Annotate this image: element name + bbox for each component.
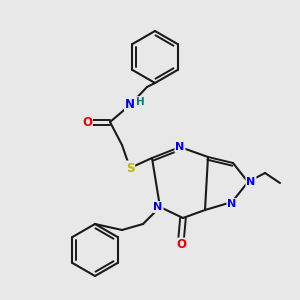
Text: N: N	[176, 142, 184, 152]
Text: N: N	[246, 177, 256, 187]
Text: H: H	[136, 97, 144, 107]
Text: O: O	[176, 238, 186, 251]
Text: N: N	[153, 202, 163, 212]
Text: S: S	[126, 161, 134, 175]
Text: O: O	[82, 116, 92, 128]
Text: N: N	[125, 98, 135, 112]
Text: N: N	[227, 199, 237, 209]
